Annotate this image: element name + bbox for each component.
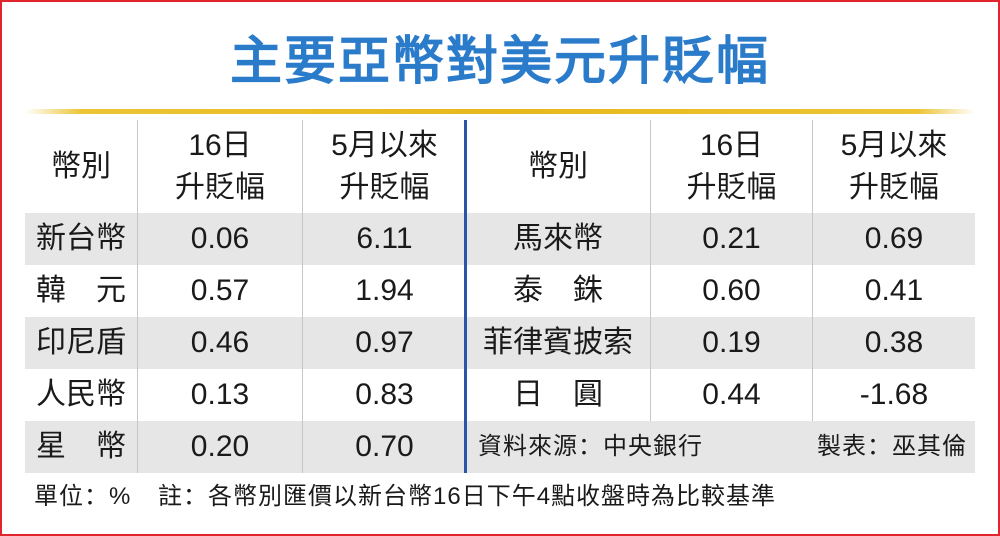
currency-name: 泰 銖 xyxy=(513,274,603,307)
change-day16: 0.44 xyxy=(650,369,812,421)
currency-name: 馬來幣 xyxy=(513,222,603,255)
table-row: 人民幣 0.13 0.83 xyxy=(25,369,466,421)
currency-name: 日 圓 xyxy=(513,378,603,411)
table-row: 馬來幣 0.21 0.69 xyxy=(466,213,975,265)
title-underline xyxy=(25,109,975,114)
currency-name: 星 幣 xyxy=(36,430,126,463)
header-currency-label: 幣別 xyxy=(528,149,588,183)
currency-name: 人民幣 xyxy=(36,378,126,411)
currency-name: 菲律賓披索 xyxy=(483,326,633,359)
change-since-may: 0.69 xyxy=(812,213,975,265)
table-row: 星 幣 0.20 0.70 xyxy=(25,421,466,473)
currency-table: 幣別 16日 升貶幅 5月以來 升貶幅 新台幣 0.06 6.11 韓 元 0.… xyxy=(25,120,975,473)
change-day16: 0.60 xyxy=(650,265,812,317)
change-day16: 0.13 xyxy=(137,369,302,421)
table-header-row: 幣別 16日 升貶幅 5月以來 升貶幅 xyxy=(25,120,466,213)
header-since-may: 5月以來 升貶幅 xyxy=(302,120,466,213)
credit-text: 製表：巫其倫 xyxy=(817,433,967,460)
header-since-may-line1: 5月以來 xyxy=(840,128,948,162)
header-since-may-line2: 升貶幅 xyxy=(339,170,430,204)
change-since-may: 0.38 xyxy=(812,317,975,369)
change-since-may: -1.68 xyxy=(812,369,975,421)
currency-name: 新台幣 xyxy=(36,222,126,255)
table-row: 印尼盾 0.46 0.97 xyxy=(25,317,466,369)
change-day16: 0.21 xyxy=(650,213,812,265)
currency-name: 印尼盾 xyxy=(36,326,126,359)
header-currency: 幣別 xyxy=(466,120,650,213)
note-text: 註：各幣別匯價以新台幣16日下午4點收盤時為比較基準 xyxy=(158,483,777,510)
header-since-may-line1: 5月以來 xyxy=(331,128,438,162)
header-day16: 16日 升貶幅 xyxy=(137,120,302,213)
table-right-half: 幣別 16日 升貶幅 5月以來 升貶幅 馬來幣 0.21 0.69 泰 銖 0.… xyxy=(466,120,975,473)
unit-label: 單位：% xyxy=(34,483,132,510)
currency-name: 韓 元 xyxy=(36,274,126,307)
header-day16-line2: 升貶幅 xyxy=(686,170,777,204)
table-row: 日 圓 0.44 -1.68 xyxy=(466,369,975,421)
table-header-row: 幣別 16日 升貶幅 5月以來 升貶幅 xyxy=(466,120,975,213)
change-day16: 0.46 xyxy=(137,317,302,369)
table-center-divider xyxy=(464,120,467,473)
header-day16-line1: 16日 xyxy=(188,128,252,162)
source-row: 資料來源：中央銀行 製表：巫其倫 xyxy=(466,421,975,473)
source-text: 資料來源：中央銀行 xyxy=(478,433,703,460)
change-since-may: 1.94 xyxy=(302,265,466,317)
change-since-may: 0.97 xyxy=(302,317,466,369)
header-day16-line2: 升貶幅 xyxy=(175,170,265,204)
change-since-may: 0.83 xyxy=(302,369,466,421)
table-left-half: 幣別 16日 升貶幅 5月以來 升貶幅 新台幣 0.06 6.11 韓 元 0.… xyxy=(25,120,466,473)
header-day16-line1: 16日 xyxy=(699,128,764,162)
change-day16: 0.20 xyxy=(137,421,302,473)
header-since-may: 5月以來 升貶幅 xyxy=(812,120,975,213)
chart-title: 主要亞幣對美元升貶幅 xyxy=(229,33,770,91)
change-day16: 0.06 xyxy=(137,213,302,265)
table-row: 新台幣 0.06 6.11 xyxy=(25,213,466,265)
header-currency: 幣別 xyxy=(25,120,137,213)
change-since-may: 6.11 xyxy=(302,213,466,265)
table-row: 菲律賓披索 0.19 0.38 xyxy=(466,317,975,369)
header-day16: 16日 升貶幅 xyxy=(650,120,812,213)
table-row: 韓 元 0.57 1.94 xyxy=(25,265,466,317)
change-day16: 0.19 xyxy=(650,317,812,369)
change-day16: 0.57 xyxy=(137,265,302,317)
header-since-may-line2: 升貶幅 xyxy=(849,170,939,204)
change-since-may: 0.41 xyxy=(812,265,975,317)
table-row: 泰 銖 0.60 0.41 xyxy=(466,265,975,317)
change-since-may: 0.70 xyxy=(302,421,466,473)
header-currency-label: 幣別 xyxy=(51,149,111,183)
